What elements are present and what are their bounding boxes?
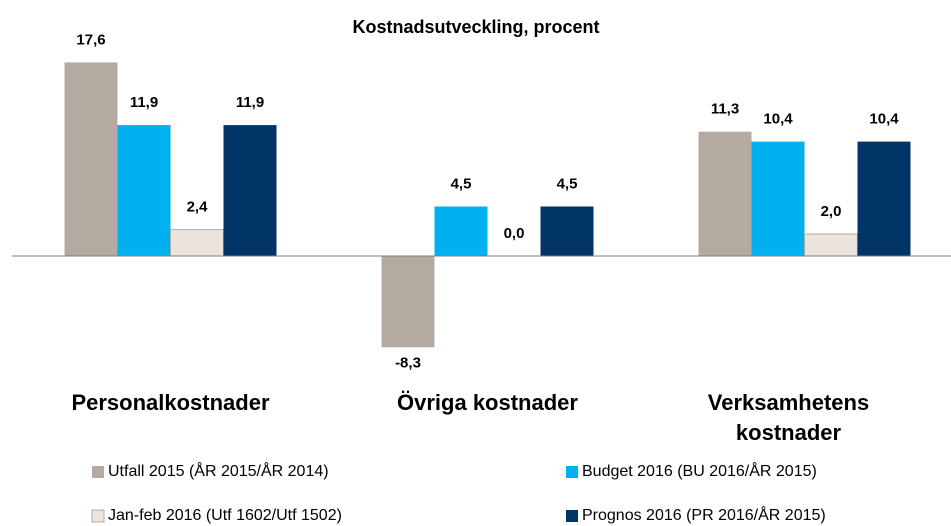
data-label: 10,4 [763, 111, 793, 128]
bar [804, 233, 858, 257]
data-label: -8,3 [395, 354, 421, 371]
bar [751, 141, 805, 256]
data-label: 11,9 [236, 94, 264, 111]
data-label: 11,3 [711, 101, 739, 118]
data-label: 17,6 [76, 31, 105, 48]
data-label: 10,4 [869, 111, 899, 128]
bar [540, 206, 594, 256]
legend-swatch [566, 466, 578, 478]
bar [170, 229, 224, 257]
legend-label: Utfall 2015 (ÅR 2015/ÅR 2014) [108, 461, 329, 480]
data-label: 11,9 [130, 94, 158, 111]
data-label: 4,5 [451, 175, 472, 192]
legend-label: Budget 2016 (BU 2016/ÅR 2015) [582, 461, 817, 480]
bar [434, 206, 488, 256]
bar [223, 125, 277, 256]
category-label: Övriga kostnader [397, 390, 578, 415]
bar [64, 62, 118, 257]
data-label: 2,0 [821, 203, 842, 220]
legend-label: Prognos 2016 (PR 2016/ÅR 2015) [582, 505, 826, 524]
data-label: 2,4 [187, 199, 209, 216]
chart-title: Kostnadsutveckling, procent [352, 17, 599, 37]
category-label: Personalkostnader [71, 390, 270, 415]
data-label: 4,5 [557, 175, 578, 192]
legend-swatch [566, 510, 578, 522]
bar [857, 141, 911, 256]
category-label: Verksamhetens kostnader [707, 390, 870, 445]
data-label: 0,0 [504, 225, 525, 242]
bar [117, 125, 171, 256]
legend-label: Jan-feb 2016 (Utf 1602/Utf 1502) [108, 507, 342, 524]
bar [698, 131, 752, 256]
bar [381, 256, 435, 348]
legend-swatch [92, 466, 104, 478]
legend-swatch [91, 509, 105, 523]
